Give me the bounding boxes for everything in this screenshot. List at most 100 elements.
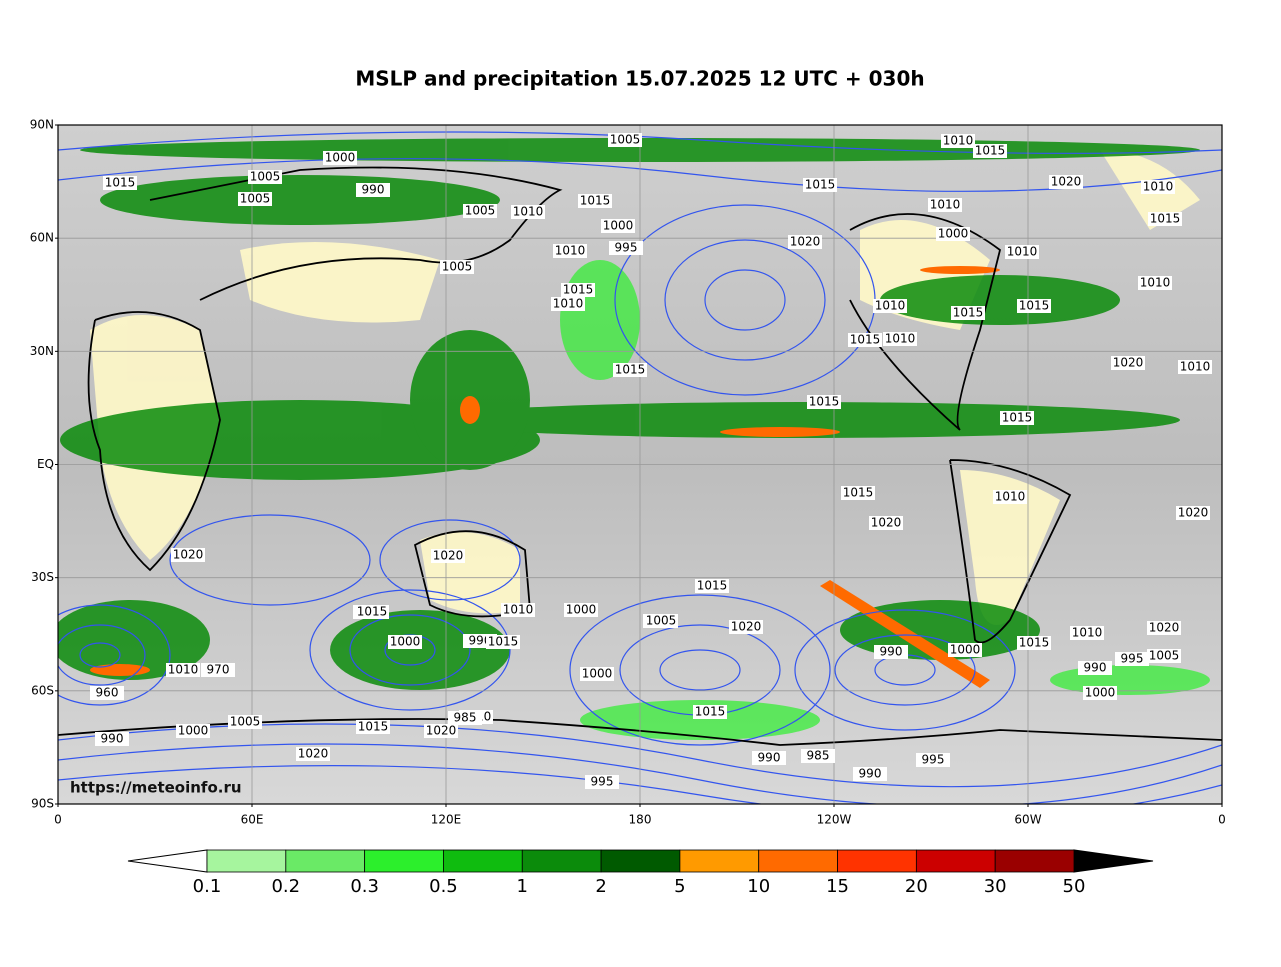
label-bg: [801, 749, 835, 763]
isobar-value: 1010: [1007, 245, 1038, 259]
isobar-label: 1010: [501, 603, 535, 617]
isobar-label: 1010: [1178, 360, 1212, 374]
isobar-label: 1000: [1083, 686, 1117, 700]
isobar-value: 1010: [1140, 276, 1171, 290]
colorbar-segment: [837, 849, 917, 873]
isobar-value: 990: [859, 767, 882, 781]
label-bg: [1070, 626, 1104, 640]
isobar-value: 1000: [178, 724, 209, 738]
label-bg: [613, 363, 647, 377]
colorbar-tick-label: 50: [1063, 876, 1086, 897]
isobar-label: 1010: [1138, 276, 1172, 290]
label-bg: [973, 144, 1007, 158]
isobar-label: 1010: [166, 663, 200, 677]
isobar-label: 1020: [424, 724, 458, 738]
isobar-label: 1015: [841, 486, 875, 500]
isobar-label: 1010: [993, 490, 1027, 504]
isobar-label: 985: [448, 711, 482, 725]
label-bg: [1049, 175, 1083, 189]
colorbar-tick-label: 0.2: [271, 876, 300, 897]
label-bg: [355, 605, 389, 619]
isobar-value: 1010: [553, 297, 584, 311]
isobar-value: 1015: [809, 395, 840, 409]
label-bg: [448, 711, 482, 725]
colorbar-tick-label: 0.3: [350, 876, 379, 897]
isobar-label: 990: [95, 732, 129, 746]
isobar-label: 1010: [928, 198, 962, 212]
isobar-label: 1015: [803, 178, 837, 192]
isobar-label: 970: [201, 663, 235, 677]
isobar-value: 1015: [1150, 212, 1181, 226]
isobar-value: 1000: [582, 667, 613, 681]
isobar-label: 1000: [388, 635, 422, 649]
isobar-value: 1015: [1019, 299, 1050, 313]
label-bg: [936, 227, 970, 241]
isobar-label: 1005: [228, 715, 262, 729]
label-bg: [95, 732, 129, 746]
isobar-label: 985: [801, 749, 835, 763]
isobar-label: 1010: [873, 299, 907, 313]
isobar-label: 1010: [1005, 245, 1039, 259]
isobar-label: 1015: [973, 144, 1007, 158]
isobar-label: 1020: [296, 747, 330, 761]
colorbar-tick-label: 30: [984, 876, 1007, 897]
isobar-label: 1010: [511, 205, 545, 219]
isobar-label: 1020: [1111, 356, 1145, 370]
isobar-value: 1020: [173, 548, 204, 562]
label-bg: [424, 724, 458, 738]
label-bg: [578, 194, 612, 208]
lon-label: 60E: [241, 813, 264, 827]
label-bg: [585, 775, 619, 789]
isobar-value: 1015: [697, 579, 728, 593]
lat-label: 60S: [31, 683, 54, 697]
label-bg: [916, 753, 950, 767]
isobar-label: 1020: [431, 549, 465, 563]
isobar-value: 1005: [250, 170, 281, 184]
isobar-label: 1015: [355, 605, 389, 619]
label-bg: [948, 643, 982, 657]
isobar-value: 1015: [105, 176, 136, 190]
isobar-value: 1000: [1085, 686, 1116, 700]
label-bg: [431, 549, 465, 563]
isobar-value: 1015: [488, 635, 519, 649]
lon-label: 180: [629, 813, 652, 827]
isobar-value: 1010: [943, 134, 974, 148]
lon-label: 0: [1218, 813, 1226, 827]
isobar-label: 995: [1115, 652, 1149, 666]
label-bg: [601, 219, 635, 233]
label-bg: [580, 667, 614, 681]
isobar-label: 1010: [553, 244, 587, 258]
isobar-value: 1020: [871, 516, 902, 530]
isobar-value: 1000: [325, 151, 356, 165]
map-title: MSLP and precipitation 15.07.2025 12 UTC…: [355, 67, 924, 91]
label-bg: [1000, 411, 1034, 425]
isobar-value: 995: [922, 753, 945, 767]
label-bg: [848, 333, 882, 347]
isobar-label: 1020: [1147, 621, 1181, 635]
lat-label: EQ: [37, 457, 54, 471]
colorbar-segment: [758, 849, 838, 873]
label-bg: [1176, 506, 1210, 520]
isobar-label: 1015: [578, 194, 612, 208]
lat-label: 90S: [31, 797, 54, 811]
label-bg: [228, 715, 262, 729]
colorbar-tick-label: 5: [674, 876, 685, 897]
isobar-value: 1000: [603, 219, 634, 233]
label-bg: [752, 751, 786, 765]
isobar-label: 1010: [883, 332, 917, 346]
label-bg: [1138, 276, 1172, 290]
isobar-value: 1015: [615, 363, 646, 377]
isobar-label: 1005: [463, 204, 497, 218]
isobar-label: 1015: [695, 579, 729, 593]
isobar-value: 985: [454, 711, 477, 725]
lon-label: 120W: [817, 813, 852, 827]
label-bg: [201, 663, 235, 677]
isobar-value: 1015: [975, 144, 1006, 158]
isobar-value: 1005: [1149, 649, 1180, 663]
isobar-label: 1015: [1017, 299, 1051, 313]
isobar-label: 1005: [644, 614, 678, 628]
isobar-label: 1005: [248, 170, 282, 184]
isobar-label: 1010: [551, 297, 585, 311]
isobar-label: 990: [356, 183, 390, 197]
